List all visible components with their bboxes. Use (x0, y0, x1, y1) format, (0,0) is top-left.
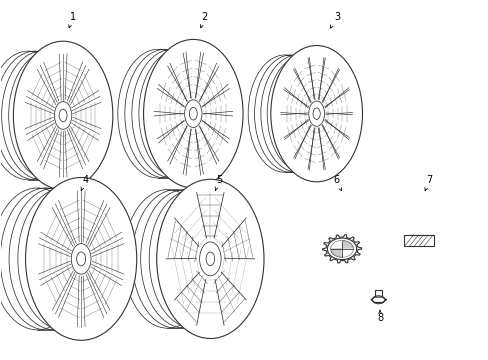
Ellipse shape (184, 100, 202, 127)
Ellipse shape (13, 41, 113, 190)
Text: 4: 4 (81, 175, 89, 190)
Text: 8: 8 (376, 310, 382, 323)
Ellipse shape (59, 109, 67, 122)
Ellipse shape (149, 44, 237, 184)
Ellipse shape (16, 43, 110, 188)
Ellipse shape (25, 177, 137, 340)
Ellipse shape (159, 181, 261, 336)
Text: 6: 6 (332, 175, 341, 191)
Ellipse shape (31, 182, 131, 336)
Polygon shape (341, 249, 352, 257)
Ellipse shape (143, 40, 243, 188)
Ellipse shape (189, 107, 197, 120)
Ellipse shape (371, 296, 384, 304)
Ellipse shape (162, 184, 258, 334)
Text: 5: 5 (215, 175, 222, 190)
Bar (404, 235, 433, 246)
Text: 2: 2 (200, 12, 207, 28)
Ellipse shape (28, 180, 134, 338)
Ellipse shape (54, 102, 72, 129)
Polygon shape (341, 241, 352, 249)
Ellipse shape (199, 242, 221, 276)
Ellipse shape (205, 252, 214, 266)
Polygon shape (330, 249, 341, 257)
Bar (375, 290, 381, 301)
Ellipse shape (19, 45, 107, 185)
Text: 1: 1 (69, 12, 76, 28)
Circle shape (327, 238, 356, 260)
Ellipse shape (273, 48, 359, 180)
Ellipse shape (157, 179, 264, 338)
Polygon shape (330, 241, 341, 249)
Ellipse shape (146, 41, 240, 186)
Ellipse shape (312, 108, 320, 120)
Ellipse shape (71, 244, 91, 274)
Ellipse shape (77, 252, 85, 266)
Text: 3: 3 (329, 12, 340, 28)
Ellipse shape (270, 45, 362, 182)
Ellipse shape (276, 50, 356, 177)
Text: 7: 7 (424, 175, 431, 191)
Ellipse shape (308, 101, 324, 126)
